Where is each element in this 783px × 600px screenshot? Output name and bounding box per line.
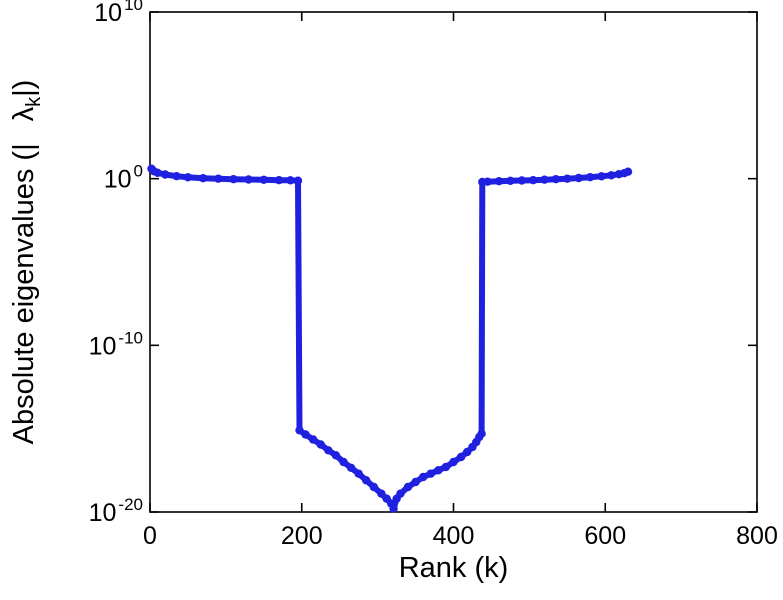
data-marker [389,504,398,513]
data-marker [441,462,451,472]
y-tick-label: 10 0 [104,162,143,194]
eigenvalue-curve [148,165,631,512]
data-marker [506,176,515,185]
x-tick-label: 400 [433,522,475,550]
data-marker [396,489,405,498]
data-marker [161,170,170,179]
data-marker [362,476,371,485]
data-marker [339,457,348,467]
y-tick-label: 10 -10 [89,328,143,360]
x-tick-label: 0 [143,522,157,550]
data-marker [214,174,223,183]
data-marker [551,175,561,184]
data-marker [494,177,504,186]
data-marker [369,482,378,492]
y-tick-label: 10 -20 [89,495,143,527]
data-marker [540,175,549,184]
data-marker [477,429,486,438]
data-marker [244,175,253,184]
data-marker [463,447,472,457]
data-marker [308,435,318,444]
data-marker [259,175,268,184]
data-marker [623,167,633,176]
data-marker [295,426,304,435]
x-tick-label: 200 [281,522,323,550]
data-marker [183,173,193,182]
lambda-subscript: k [22,96,45,107]
data-marker [574,173,583,183]
data-marker [229,175,238,184]
x-tick-label: 600 [584,522,626,550]
data-marker [597,172,606,181]
data-marker [529,176,538,185]
data-marker [331,451,341,460]
plot-frame [149,11,758,513]
x-axis-label: Rank (k) [398,552,509,584]
data-marker [483,177,492,186]
data-marker [286,176,295,185]
data-marker [153,168,162,177]
data-marker [419,472,428,482]
data-marker [607,171,616,180]
data-marker [411,477,420,487]
data-marker [354,469,363,478]
data-marker [377,489,386,498]
data-marker [293,176,303,185]
data-marker [198,174,208,183]
data-marker [274,176,284,185]
data-marker [403,482,413,492]
data-marker [316,440,325,449]
data-marker [563,174,572,183]
data-marker [456,452,466,462]
y-axis-label: Absolute eigenvalues (| λk|) [8,0,48,562]
data-marker [449,457,458,467]
data-marker [517,176,526,185]
data-marker [434,466,443,475]
data-marker [585,173,595,182]
data-marker [301,430,310,439]
data-marker [324,446,333,455]
y-axis-label-text: Absolute eigenvalues (| [8,143,40,445]
data-marker [426,469,435,478]
lambda-symbol: λ [8,106,40,122]
x-tick-label: 800 [736,522,778,550]
y-tick-label: 10 10 [94,0,143,27]
data-marker [172,172,181,181]
y-axis-label-suffix: |) [8,79,40,97]
data-marker [346,463,356,472]
